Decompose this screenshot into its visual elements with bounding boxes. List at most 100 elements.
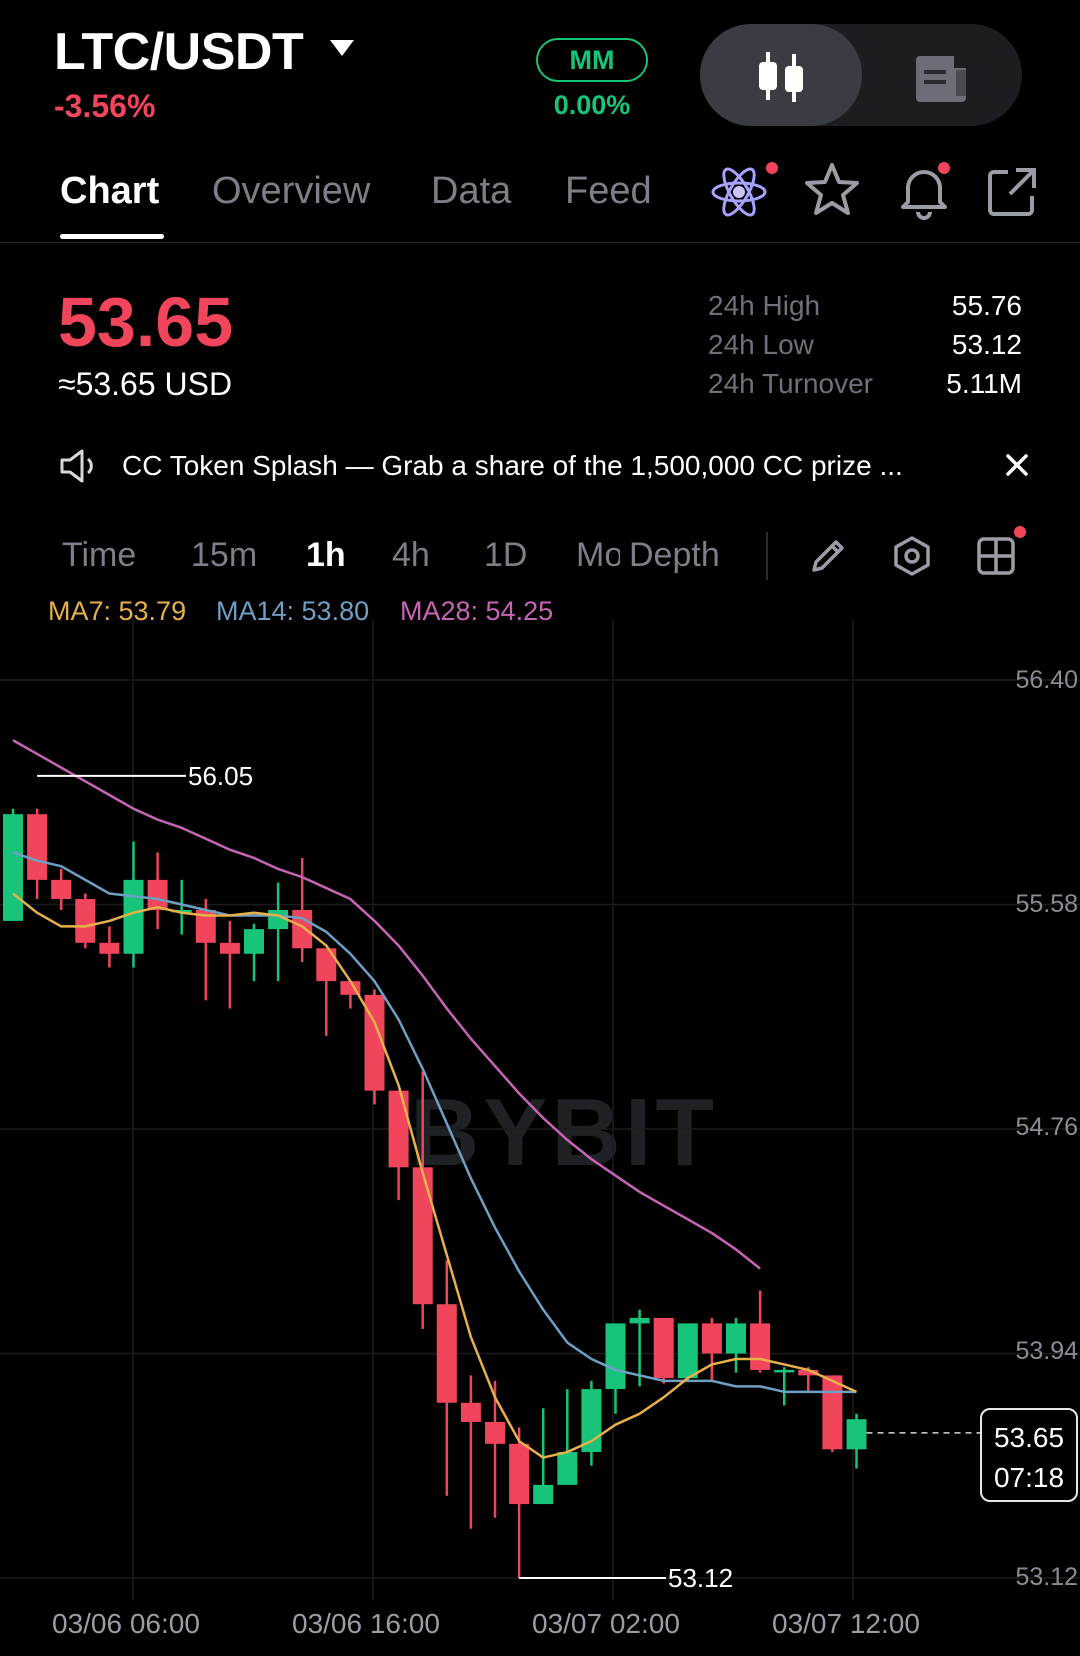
active-tab-indicator	[60, 234, 164, 239]
pencil-icon	[812, 540, 844, 572]
candle-body-down	[75, 899, 96, 943]
candle-body-down	[822, 1375, 843, 1450]
layout-button[interactable]	[974, 534, 1018, 578]
last-price-usd: ≈53.65 USD	[58, 366, 233, 402]
x-tick-label: 03/06 16:00	[292, 1608, 440, 1639]
stat-label-high: 24h High	[708, 290, 821, 321]
candle-body-down	[147, 879, 168, 910]
candle-body-up	[171, 909, 192, 913]
interval-1d[interactable]: 1D	[484, 536, 528, 574]
candle-body-down	[99, 942, 120, 954]
candlestick-view-button[interactable]	[700, 24, 862, 126]
news-view-button[interactable]	[862, 24, 1022, 126]
candle-body-up	[629, 1317, 650, 1324]
document-icon	[916, 56, 966, 102]
x-tick-label: 03/07 12:00	[772, 1608, 920, 1639]
draw-tool-button[interactable]	[806, 534, 850, 578]
x-tick-label: 03/07 02:00	[532, 1608, 680, 1639]
x-tick-label: 03/06 06:00	[52, 1608, 200, 1639]
y-tick-label: 53.94	[1015, 1337, 1078, 1365]
candlestick-chart[interactable]: 56.05 53.12	[0, 620, 1080, 1600]
announcement-speaker	[58, 446, 100, 486]
candle-body-down	[436, 1304, 457, 1403]
indicator-settings-button[interactable]	[890, 534, 934, 578]
alert-notification-dot	[938, 162, 950, 174]
grid-icon	[977, 537, 1015, 575]
hexagon-settings-icon	[894, 536, 930, 576]
star-icon	[805, 163, 859, 215]
last-price-marker-value: 53.65	[993, 1422, 1065, 1453]
interval-15m[interactable]: 15m	[191, 536, 258, 574]
candle-body-down	[701, 1323, 722, 1354]
candle-body-up	[244, 929, 264, 954]
tab-feed[interactable]: Feed	[565, 170, 652, 212]
candlestick-icon	[759, 52, 803, 102]
ai-assistant-button[interactable]	[710, 160, 768, 218]
stat-label-turnover: 24h Turnover	[708, 368, 873, 399]
candle-body-up	[726, 1323, 746, 1354]
y-tick-label: 55.58	[1015, 890, 1078, 918]
candle-body-down	[51, 879, 72, 900]
candle-body-up	[557, 1452, 578, 1485]
candle-body-up	[846, 1419, 867, 1450]
candle-body-down	[364, 994, 385, 1091]
ma28-label: MA28: 54.25	[400, 596, 554, 626]
ma7-label: MA7: 53.79	[48, 596, 187, 626]
announcement-text[interactable]: CC Token Splash — Grab a share of the 1,…	[122, 450, 903, 481]
last-price: 53.65	[58, 283, 234, 361]
chart-watermark: BYBIT	[410, 1079, 718, 1186]
candle-body-up	[774, 1369, 795, 1373]
favorite-button[interactable]	[802, 160, 862, 220]
interval-divider	[766, 532, 768, 580]
ma14-label: MA14: 53.80	[216, 596, 370, 626]
candle-body-up	[3, 814, 23, 921]
tab-chart[interactable]: Chart	[60, 170, 160, 212]
external-link-icon	[988, 168, 1036, 216]
announcement-close-button[interactable]	[1002, 450, 1032, 480]
tab-overview[interactable]: Overview	[212, 170, 371, 212]
ai-notification-dot	[766, 162, 778, 174]
ma28-line	[12, 739, 761, 1270]
candle-body-down	[460, 1402, 481, 1422]
candle-body-up	[533, 1484, 554, 1505]
y-tick-label: 54.76	[1015, 1113, 1078, 1141]
candle-body-down	[653, 1317, 674, 1379]
layout-notification-dot	[1014, 526, 1026, 538]
candle-body-up	[123, 879, 144, 954]
candle-body-down	[798, 1369, 819, 1376]
low-marker-label: 53.12	[668, 1563, 733, 1593]
candle-body-down	[388, 1090, 409, 1168]
last-price-marker[interactable]: 53.65 07:18	[980, 1408, 1078, 1502]
interval-1h[interactable]: 1h	[306, 536, 346, 574]
pair-title[interactable]: LTC/USDT	[54, 23, 304, 81]
speaker-icon	[60, 449, 93, 483]
stat-value-turnover: 5.11M	[946, 368, 1022, 399]
interval-time[interactable]: Time	[62, 536, 137, 574]
y-tick-label: 53.12	[1015, 1563, 1078, 1591]
tab-data[interactable]: Data	[431, 170, 512, 212]
share-button[interactable]	[982, 162, 1042, 222]
interval-more[interactable]: Mo	[576, 536, 620, 574]
candle-body-down	[412, 1167, 433, 1305]
pair-change-percent: -3.56%	[54, 88, 156, 124]
stat-value-high: 55.76	[951, 290, 1022, 321]
candle-body-down	[292, 909, 313, 949]
candle-body-down	[485, 1421, 505, 1444]
tab-divider	[0, 242, 1080, 243]
ma7-line	[12, 892, 858, 1459]
pair-dropdown-icon[interactable]	[330, 40, 354, 56]
alert-button[interactable]	[894, 160, 954, 220]
candle-body-down	[219, 942, 240, 954]
mm-value: 0.00%	[553, 90, 631, 120]
mm-badge[interactable]: MM	[536, 38, 648, 82]
candle-body-down	[27, 814, 48, 880]
ma14-line	[12, 851, 857, 1394]
candle-body-down	[195, 909, 216, 943]
interval-4h[interactable]: 4h	[392, 536, 430, 574]
candle-body-down	[509, 1443, 530, 1505]
y-tick-label: 56.40	[1015, 666, 1078, 694]
atom-icon	[711, 167, 767, 217]
high-marker-label: 56.05	[188, 761, 253, 791]
interval-depth[interactable]: Depth	[629, 536, 720, 574]
bell-icon	[901, 170, 947, 220]
